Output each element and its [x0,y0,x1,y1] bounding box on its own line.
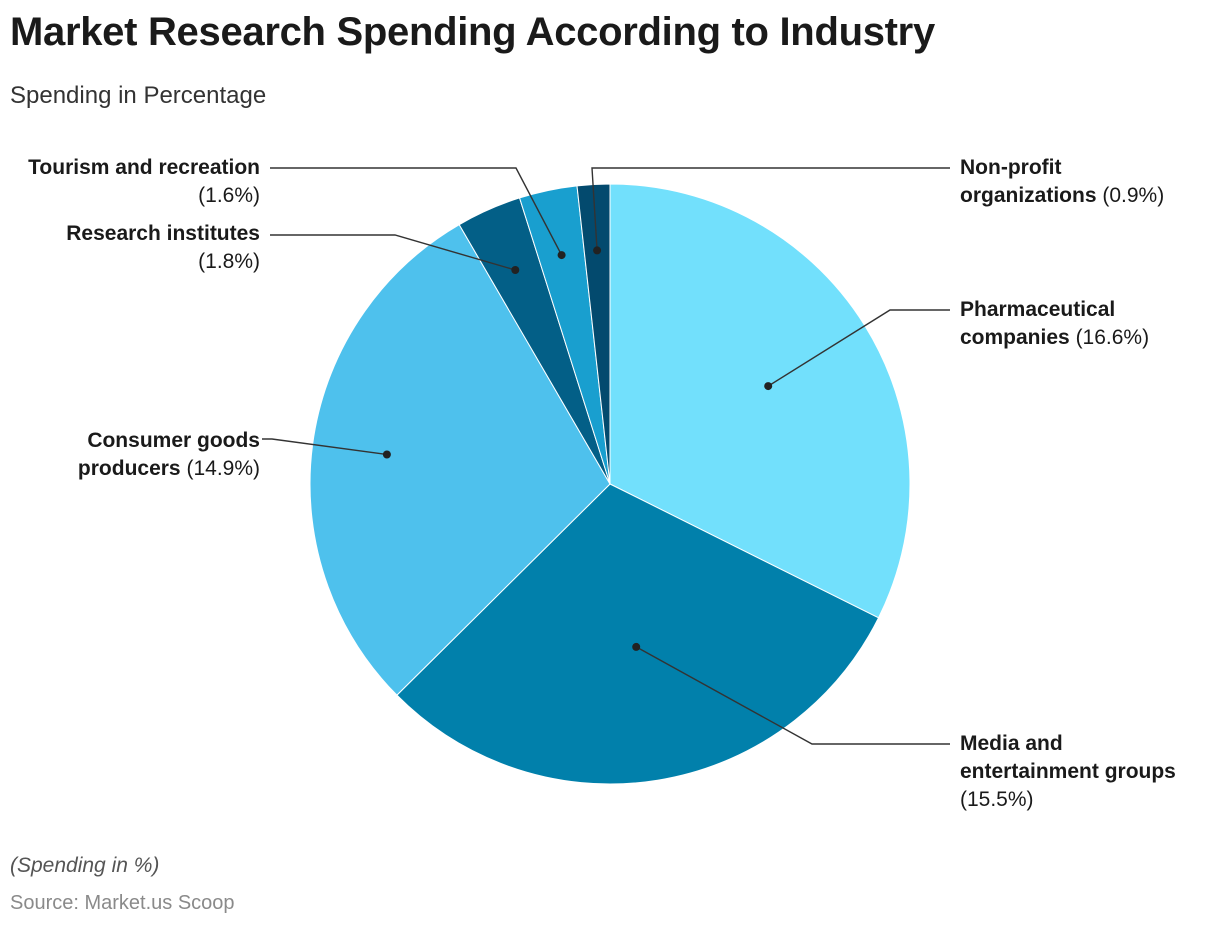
label-consumer: Consumer goods producers (14.9%) [78,427,260,483]
label-media-name-2: entertainment groups [960,760,1176,783]
label-media-name-1: Media and [960,732,1063,755]
label-media: Media and entertainment groups (15.5%) [960,730,1176,814]
label-tourism: Tourism and recreation (1.6%) [28,154,260,210]
label-consumer-name-1: Consumer goods [87,429,260,452]
chart-title: Market Research Spending According to In… [10,10,935,54]
label-tourism-value: (1.6%) [198,184,260,207]
leader-line-1 [767,309,950,387]
label-media-value: (15.5%) [960,788,1034,811]
label-consumer-name-2: producers [77,457,181,480]
source-text: Source: Market.us Scoop [10,892,235,914]
leader-dot-5 [557,251,566,260]
label-research-name: Research institutes [66,222,260,245]
chart-subtitle: Spending in Percentage [10,82,267,109]
leader-line-4 [270,234,516,271]
pie-slices [309,183,911,785]
leader-lines [262,167,950,745]
label-pharmaceutical-value: (16.6%) [1075,326,1150,349]
label-research: Research institutes (1.8%) [66,220,260,276]
leader-line-2 [635,646,950,745]
label-pharmaceutical: Pharmaceutical companies (16.6%) [960,296,1149,352]
pie-slice-media-and-entertainment-groups [396,483,880,785]
leader-line-5 [270,167,563,256]
leader-dot-3 [382,450,391,459]
label-research-value: (1.8%) [198,250,260,273]
leader-dot-4 [511,266,520,274]
label-pharmaceutical-name-1: Pharmaceutical [960,298,1116,321]
label-nonprofit: Non-profit organizations (0.9%) [960,154,1164,210]
leader-dot-1 [764,382,773,391]
leader-dot-2 [632,642,641,651]
label-nonprofit-value: (0.9%) [1102,184,1165,207]
leader-dot-6 [593,246,602,255]
label-nonprofit-name-2: organizations [960,184,1097,207]
leader-line-6 [591,167,950,251]
label-tourism-name: Tourism and recreation [28,156,260,179]
footnote: (Spending in %) [10,854,160,877]
label-consumer-value: (14.9%) [186,457,260,480]
label-nonprofit-name-1: Non-profit [960,156,1062,179]
label-pharmaceutical-name-2: companies [960,326,1070,349]
leader-line-3 [262,438,387,456]
